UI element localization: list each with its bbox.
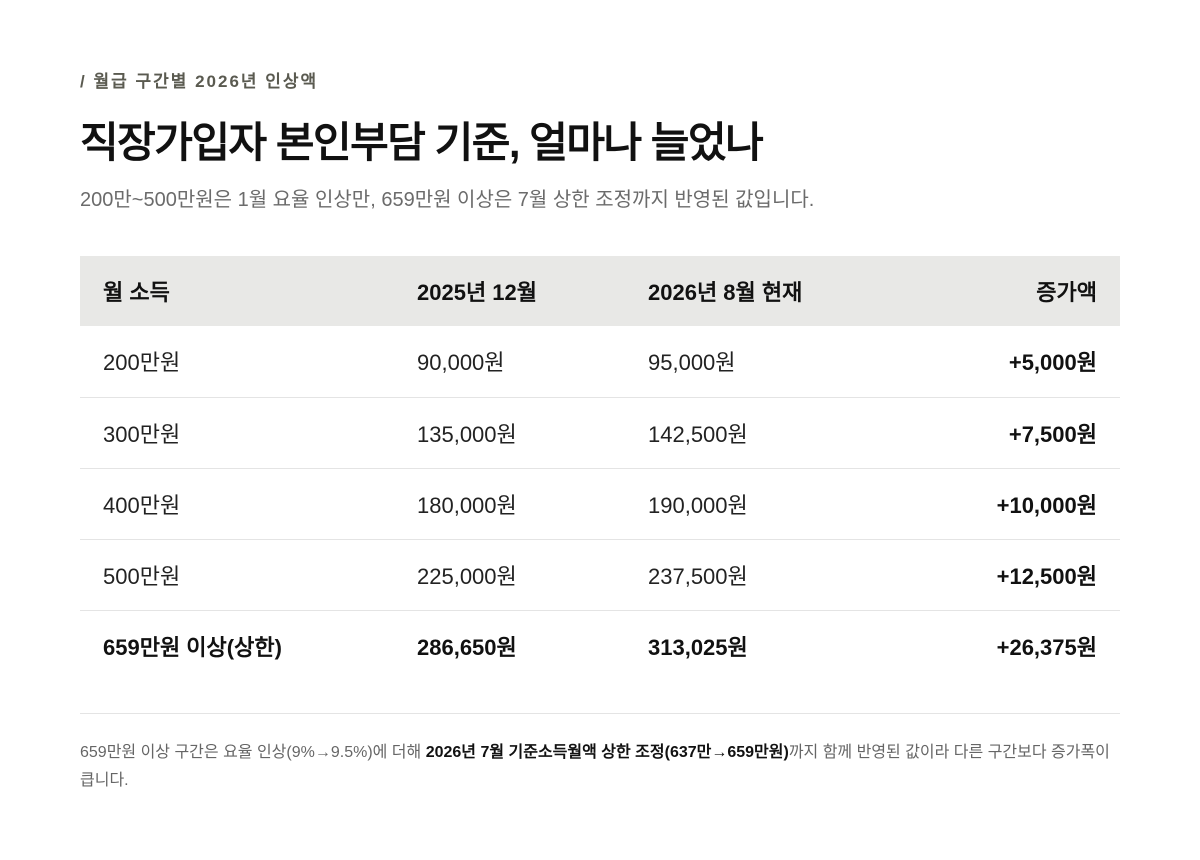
table-row-cap: 659만원 이상(상한) 286,650원 313,025원 +26,375원 — [80, 609, 1120, 681]
header-income: 월 소득 — [103, 280, 170, 305]
footnote-divider — [80, 713, 1120, 714]
cell-income: 300만원 — [80, 396, 417, 468]
header-aug-2026: 2026년 8월 현재 — [648, 280, 803, 305]
footnote-emphasis: 2026년 7월 기준소득월액 상한 조정(637만→659만원) — [425, 744, 789, 761]
table-row: 400만원 180,000원 190,000원 +10,000원 — [80, 467, 1120, 539]
table-row: 300만원 135,000원 142,500원 +7,500원 — [80, 396, 1120, 468]
cell-income: 400만원 — [80, 467, 417, 539]
premium-table: 월 소득 2025년 12월 2026년 8월 현재 증가액 200만원 90,… — [80, 256, 1120, 681]
cell-dec-2025: 225,000원 — [417, 538, 648, 610]
cell-dec-2025: 135,000원 — [417, 396, 648, 468]
table-body: 200만원 90,000원 95,000원 +5,000원 300만원 135,… — [80, 326, 1120, 681]
page-title: 직장가입자 본인부담 기준, 얼마나 늘었나 — [80, 119, 764, 166]
footnote-prefix: 659만원 이상 구간은 요율 인상(9%→9.5%)에 더해 — [80, 744, 426, 761]
section-eyebrow: / 월급 구간별 2026년 인상액 — [80, 72, 319, 91]
cell-increase: +12,500원 — [888, 538, 1120, 610]
cell-aug-2026: 142,500원 — [648, 396, 888, 468]
cell-aug-2026: 313,025원 — [648, 609, 888, 681]
cell-dec-2025: 90,000원 — [417, 350, 505, 376]
table-row: 500만원 225,000원 237,500원 +12,500원 — [80, 538, 1120, 610]
cell-increase: +10,000원 — [888, 467, 1120, 539]
cell-income: 659만원 이상(상한) — [80, 609, 417, 681]
cell-increase: +26,375원 — [888, 609, 1120, 681]
cell-dec-2025: 180,000원 — [417, 467, 648, 539]
cell-dec-2025: 286,650원 — [417, 609, 648, 681]
footnote: 659만원 이상 구간은 요율 인상(9%→9.5%)에 더해 2026년 7월… — [80, 739, 1120, 795]
table-header-row: 월 소득 2025년 12월 2026년 8월 현재 증가액 — [80, 256, 1120, 326]
cell-aug-2026: 95,000원 — [648, 350, 736, 376]
table-row: 200만원 90,000원 95,000원 +5,000원 — [80, 326, 1120, 397]
cell-increase: +5,000원 — [1008, 350, 1097, 376]
cell-increase: +7,500원 — [888, 396, 1120, 468]
cell-income: 200만원 — [103, 350, 181, 376]
cell-aug-2026: 237,500원 — [648, 538, 888, 610]
page-subtitle: 200만~500만원은 1월 요율 인상만, 659만원 이상은 7월 상한 조… — [80, 189, 815, 211]
table-header: 월 소득 2025년 12월 2026년 8월 현재 증가액 — [80, 256, 1120, 326]
cell-aug-2026: 190,000원 — [648, 467, 888, 539]
header-dec-2025: 2025년 12월 — [417, 280, 538, 305]
cell-income: 500만원 — [80, 538, 417, 610]
footnote-suffix: 까지 함께 반영된 값이라 다른 구간보다 증가폭이 큽니다. — [80, 744, 1110, 789]
header-increase: 증가액 — [1036, 280, 1097, 305]
